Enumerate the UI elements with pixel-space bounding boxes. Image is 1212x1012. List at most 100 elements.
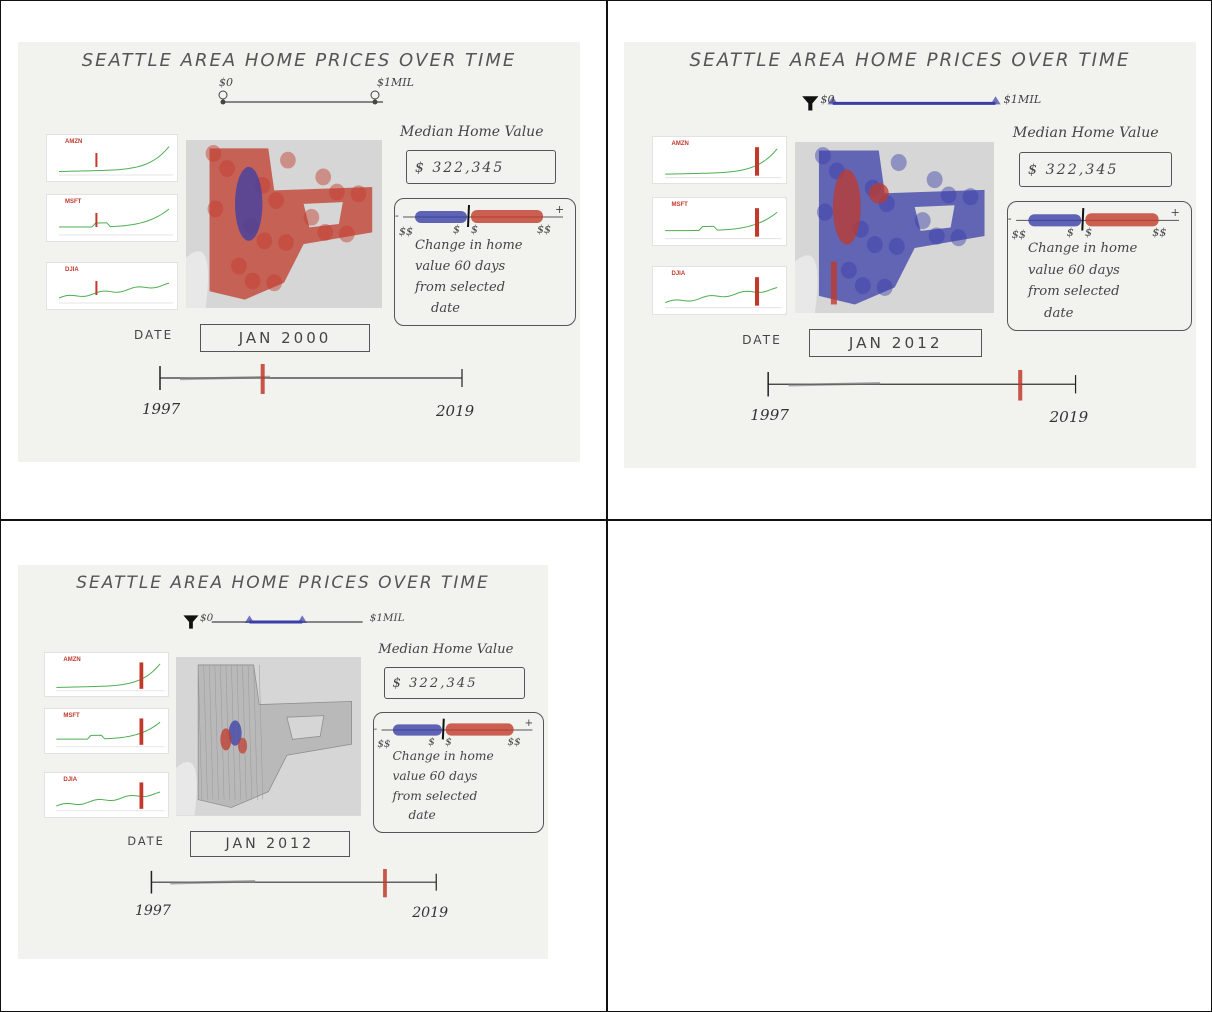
stock-trend-line [59,208,170,228]
price-filter-slider[interactable] [183,84,443,114]
timeline-end-year: 2019 [412,904,449,921]
filter-max-handle[interactable] [370,90,380,100]
legend-increase-bar [1085,212,1159,227]
timeline-start-year: 1997 [134,902,171,919]
legend-line: value 60 days [415,259,506,274]
legend-line: date [408,808,436,823]
legend-mid-label: $ [471,223,478,236]
timeline-handle[interactable] [383,868,388,897]
stock-chart-djia: DJIA [652,265,787,315]
price-min-label: $0 [820,92,835,106]
filtered-blob-red [220,728,232,751]
legend-decrease-bar [392,724,442,736]
date-marker [755,146,760,176]
median-home-value-box: $ 322,345 [1018,151,1172,187]
contrast-region [235,166,263,241]
legend-increase-bar [445,723,514,736]
legend-description: Change in home value 60 days from select… [392,747,493,826]
ticker-label: DJIA [63,777,78,784]
stock-trend-line [58,282,170,299]
stock-chart-amzn: AMZN [652,135,787,185]
legend-increase-bar [471,210,543,223]
date-marker [755,277,760,306]
sketch-panel-3: SEATTLE AREA HOME PRICES OVER TIME $0 $1… [18,565,548,959]
panel-title: SEATTLE AREA HOME PRICES OVER TIME [81,50,517,71]
legend-mid-label: $ [453,223,460,236]
median-home-value-label: Median Home Value [1012,125,1159,142]
seattle-area-map[interactable] [186,140,382,308]
filter-min-handle[interactable] [218,90,228,100]
legend-low-label: $$ [1011,228,1026,242]
timeline-slider[interactable] [150,364,470,394]
median-home-value-label: Median Home Value [400,124,544,140]
legend-mid-label: $ [1085,226,1093,240]
filter-max-handle[interactable] [297,614,307,623]
change-legend: - + $$ $ $ $$ Change in home value 60 da… [372,712,545,833]
filter-min-handle[interactable] [244,614,254,623]
map-region [198,664,353,809]
price-min-label: $0 [219,76,233,89]
ticker-label: AMZN [63,656,81,663]
filtered-blob-blue [229,720,243,747]
stock-trend-line [665,148,779,175]
date-marker [95,281,98,295]
date-field[interactable]: JAN 2012 [809,329,983,358]
filter-min-handle[interactable] [827,95,838,105]
grid-divider-horizontal [0,519,1212,521]
legend-zero-mark [1080,207,1085,231]
date-marker [95,153,98,167]
timeline-slider[interactable] [142,868,444,897]
median-home-value-label: Median Home Value [378,642,514,658]
seattle-area-map[interactable] [176,657,362,816]
legend-high-label: $$ [537,223,551,236]
stock-chart-msft: MSFT [46,194,178,242]
date-marker [139,662,144,689]
legend-plus-label: + [555,203,565,216]
timeline-slider[interactable] [758,369,1084,401]
stock-trend-line [56,791,161,807]
date-field[interactable]: JAN 2000 [200,324,370,352]
legend-zero-mark [467,204,470,228]
legend-minus-label: - [395,209,399,222]
timeline-handle[interactable] [1018,369,1023,401]
stock-chart-msft: MSFT [652,196,787,246]
price-max-label: $1MIL [1003,92,1042,106]
legend-line: date [1044,305,1074,321]
timeline-end-year: 2019 [1049,408,1089,427]
legend-line: value 60 days [392,768,478,783]
legend-line: Change in home [392,749,494,764]
legend-minus-label: - [373,722,378,735]
median-home-value-box: $ 322,345 [383,666,526,699]
legend-line: date [431,301,460,316]
price-filter-slider[interactable] [174,605,419,633]
ticker-label: MSFT [63,713,80,720]
stock-chart-djia: DJIA [44,772,169,818]
legend-plus-label: + [524,716,534,729]
legend-decrease-bar [1028,213,1081,227]
date-marker [95,213,98,227]
seattle-area-map[interactable] [794,141,995,313]
legend-high-label: $$ [507,735,521,748]
filter-max-handle[interactable] [990,95,1001,105]
date-marker [755,207,760,237]
ticker-label: MSFT [671,201,688,208]
date-marker [139,782,144,810]
map-region [818,150,985,305]
filter-pin-dot [220,99,226,105]
filtered-blob-red [238,738,248,755]
date-label: DATE [134,328,174,342]
timeline-start-year: 1997 [750,406,790,425]
timeline-handle[interactable] [260,364,265,394]
median-home-value-box: $ 322,345 [406,150,556,184]
stock-chart-amzn: AMZN [44,651,169,698]
ticker-label: DJIA [671,270,686,277]
date-field[interactable]: JAN 2012 [189,830,351,858]
stock-chart-djia: DJIA [46,262,178,310]
funnel-icon[interactable] [183,614,199,629]
price-filter-slider[interactable] [792,85,1057,116]
panel-title: SEATTLE AREA HOME PRICES OVER TIME [689,50,1131,72]
date-marker [139,718,144,746]
funnel-icon[interactable] [802,95,819,111]
legend-line: Change in home [1028,241,1138,257]
legend-minus-label: - [1007,211,1012,225]
